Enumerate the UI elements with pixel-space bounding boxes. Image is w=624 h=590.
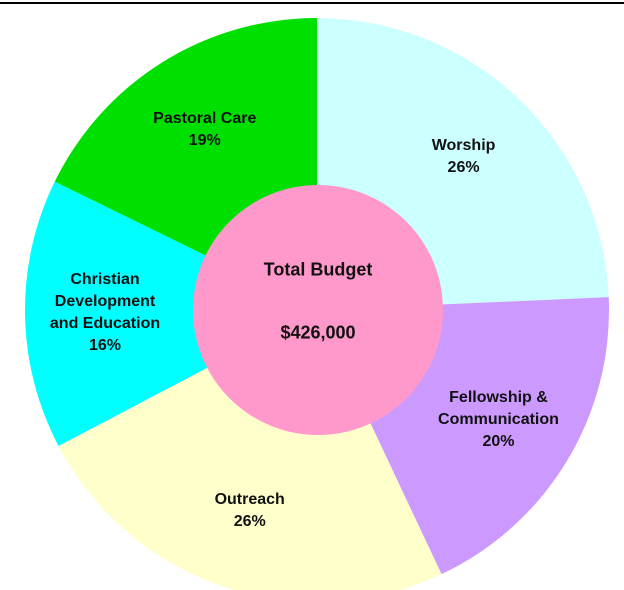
- value-label: 16%: [89, 337, 122, 355]
- slice-label: Pastoral Care 19%: [135, 108, 275, 152]
- slice-label: Fellowship & Communication 20%: [413, 387, 583, 453]
- value-label: 26%: [233, 513, 266, 531]
- slice-label: Christian Development and Education 16%: [40, 269, 170, 357]
- category-label: Christian Development and Education: [49, 271, 161, 333]
- value-label: 19%: [188, 132, 221, 150]
- slice-label: Outreach 26%: [195, 489, 305, 533]
- category-label: Worship: [431, 136, 496, 154]
- category-label: Pastoral Care: [153, 110, 257, 128]
- center-total: $426,000: [280, 322, 356, 343]
- slice-label: Worship 26%: [409, 135, 519, 179]
- center-title: Total Budget: [263, 259, 373, 280]
- category-label: Outreach: [214, 491, 285, 509]
- value-label: 20%: [482, 432, 515, 450]
- pie-slice: [24, 181, 317, 446]
- category-label: Fellowship & Communication: [438, 388, 559, 428]
- center-circle: [193, 185, 443, 435]
- value-label: 26%: [447, 158, 480, 176]
